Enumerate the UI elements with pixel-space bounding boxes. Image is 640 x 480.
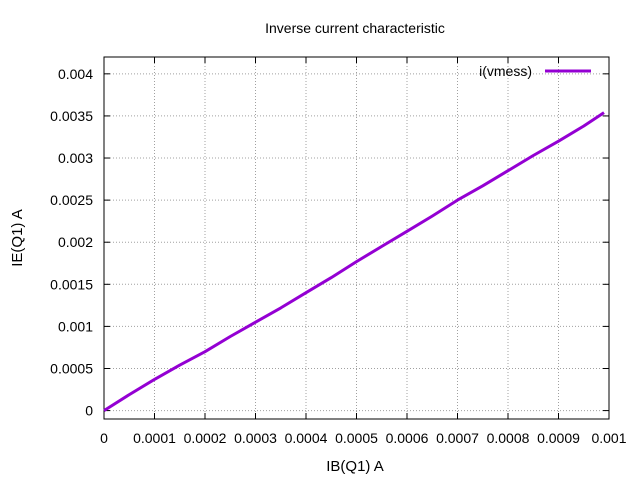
y-axis-title: IE(Q1) A bbox=[9, 209, 26, 267]
y-tick-label: 0.004 bbox=[58, 66, 93, 82]
x-tick-label: 0 bbox=[100, 430, 108, 446]
chart-title: Inverse current characteristic bbox=[265, 20, 445, 36]
grid bbox=[104, 57, 609, 419]
y-tick-label: 0.0025 bbox=[50, 192, 93, 208]
y-tick-label: 0.001 bbox=[58, 318, 93, 334]
x-tick-label: 0.0002 bbox=[184, 430, 227, 446]
x-tick-label: 0.0008 bbox=[487, 430, 530, 446]
legend: i(vmess) bbox=[479, 63, 591, 79]
y-tick-label: 0.0005 bbox=[50, 360, 93, 376]
x-tick-label: 0.0004 bbox=[285, 430, 328, 446]
ticks: 0 0.0001 0.0002 0.0003 0.0004 0.0005 0.0006 0.0… bbox=[50, 57, 627, 446]
y-tick-label: 0 bbox=[85, 403, 93, 419]
x-tick-label: 0.0003 bbox=[234, 430, 277, 446]
y-tick-label: 0.003 bbox=[58, 150, 93, 166]
y-tick-label: 0.002 bbox=[58, 234, 93, 250]
series-line bbox=[103, 111, 605, 412]
x-tick-label: 0.0006 bbox=[386, 430, 429, 446]
x-tick-label: 0.0009 bbox=[537, 430, 580, 446]
x-tick-label: 0.0005 bbox=[335, 430, 378, 446]
y-tick-label: 0.0015 bbox=[50, 276, 93, 292]
x-axis-title: IB(Q1) A bbox=[326, 458, 384, 475]
y-tick-label: 0.0035 bbox=[50, 108, 93, 124]
legend-label: i(vmess) bbox=[479, 63, 532, 79]
x-tick-label: 0.001 bbox=[591, 430, 626, 446]
x-tick-label: 0.0007 bbox=[436, 430, 479, 446]
x-tick-label: 0.0001 bbox=[133, 430, 176, 446]
series-layer bbox=[103, 111, 605, 412]
